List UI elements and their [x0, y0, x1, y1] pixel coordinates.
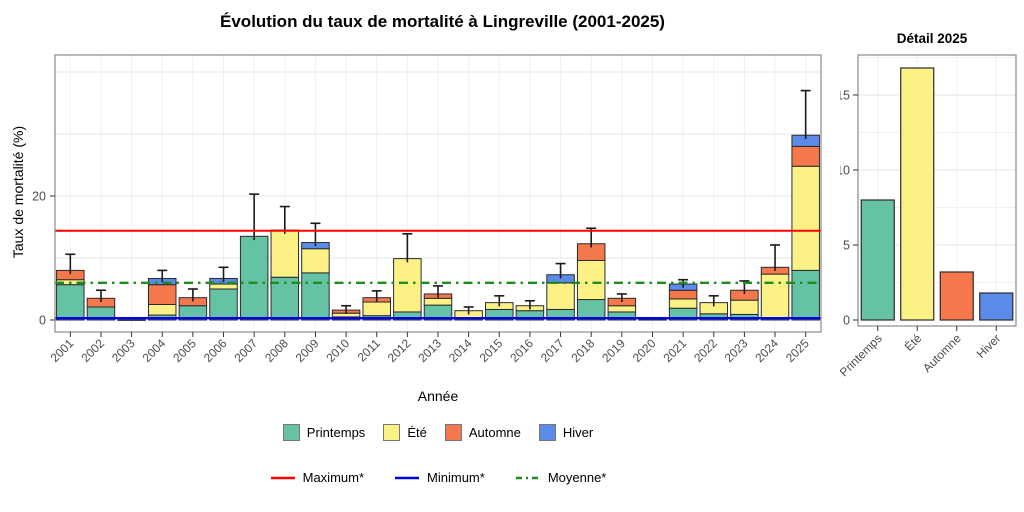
- legend-label: Minimum*: [427, 470, 485, 485]
- legend-swatch: [444, 424, 462, 441]
- detail-chart-title: Détail 2025: [896, 31, 968, 46]
- x-tick-label: 2017: [538, 336, 567, 365]
- legend-item-printemps: Printemps: [282, 424, 366, 441]
- x-tick-label: 2011: [355, 336, 383, 364]
- x-tick-label: Printemps: [840, 331, 885, 379]
- bar-segment-2017: [546, 282, 575, 310]
- detail-bar-Hiver: [979, 292, 1014, 321]
- bar-segment-2008: [270, 229, 300, 278]
- legend-item-hiver: Hiver: [538, 424, 594, 441]
- detail-bar-Printemps: [860, 199, 895, 321]
- x-tick-label: Été: [901, 330, 925, 354]
- bar-segment-2020: [638, 318, 667, 321]
- bar-segment-2008: [270, 276, 300, 321]
- chart-title: Évolution du taux de mortalité à Lingrev…: [220, 12, 665, 31]
- bar-segment-2003: [117, 319, 146, 321]
- bar-segment-2025: [791, 165, 820, 271]
- x-tick-label: 2025: [783, 336, 812, 365]
- y-tick-label: 20: [32, 190, 46, 204]
- x-tick-label: 2022: [691, 336, 720, 365]
- bar-segment-2018: [576, 259, 606, 301]
- bar-segment-2021: [668, 289, 698, 300]
- x-tick-label: 2005: [170, 336, 199, 365]
- x-tick-label: 2008: [262, 336, 291, 365]
- legend-line-sample: [395, 476, 420, 479]
- legend-item-moyenne: Moyenne*: [515, 470, 607, 485]
- y-tick-label: 0: [39, 314, 46, 328]
- x-tick-label: 2010: [323, 336, 352, 365]
- legend-swatch: [538, 424, 556, 441]
- x-tick-label: Hiver: [974, 331, 1004, 361]
- bar-segment-2013: [423, 297, 453, 306]
- bar-segment-2006: [209, 288, 238, 321]
- legend-line-sample: [270, 476, 295, 479]
- x-tick-label: 2021: [660, 336, 689, 365]
- bar-segment-2024: [760, 273, 790, 319]
- x-tick-label: 2002: [78, 336, 107, 365]
- bar-segment-2006: [209, 283, 238, 290]
- legend-label: Hiver: [562, 425, 594, 440]
- bar-segment-2001: [56, 284, 85, 321]
- bar-segment-2004: [147, 304, 177, 316]
- x-tick-label: 2023: [722, 336, 751, 365]
- bar-segment-2025: [791, 269, 820, 321]
- x-tick-label: 2015: [477, 336, 506, 365]
- bar-segment-2019: [607, 305, 637, 313]
- detail-bar-Été: [900, 67, 935, 321]
- x-tick-label: 2024: [752, 336, 781, 365]
- x-axis-title: Année: [417, 388, 459, 404]
- x-tick-label: 2003: [109, 336, 138, 365]
- legend-label: Été: [407, 425, 427, 440]
- y-tick-label: 0: [843, 314, 850, 328]
- legend-item-été: Été: [383, 424, 427, 441]
- bar-segment-2023: [730, 299, 759, 315]
- x-tick-label: 2013: [415, 336, 444, 365]
- legend-swatch: [383, 424, 401, 441]
- bar-segment-2011: [362, 301, 391, 317]
- x-tick-label: 2018: [569, 336, 598, 365]
- seasons-legend: Printemps Été Automne Hiver: [55, 424, 821, 441]
- y-tick-label: 5: [843, 239, 850, 253]
- x-tick-label: 2004: [140, 336, 169, 365]
- legend-item-maximum: Maximum*: [270, 470, 364, 485]
- panel-border: [857, 54, 1017, 327]
- bar-segment-2021: [668, 298, 698, 309]
- x-tick-label: Automne: [920, 331, 964, 375]
- x-tick-label: 2020: [630, 336, 659, 365]
- x-tick-label: 2014: [446, 336, 475, 365]
- bar-segment-2009: [301, 248, 330, 274]
- bar-segment-2025: [791, 145, 820, 167]
- bar-segment-2009: [301, 272, 330, 321]
- bar-segment-2018: [576, 299, 606, 321]
- legend-label: Automne: [468, 425, 521, 440]
- bar-segment-2012: [393, 258, 422, 313]
- x-tick-label: 2012: [385, 336, 414, 365]
- x-tick-label: 2019: [599, 336, 628, 365]
- legend-swatch: [282, 424, 300, 441]
- x-tick-label: 2006: [201, 336, 230, 365]
- x-tick-label: 2016: [507, 336, 536, 365]
- detail-bar-Automne: [939, 271, 974, 321]
- x-tick-label: 2001: [48, 336, 77, 365]
- legend-line-sample: [515, 476, 540, 479]
- legend-label: Maximum*: [302, 470, 365, 485]
- bar-segment-2007: [239, 235, 269, 321]
- lines-legend: Maximum* Minimum* Moyenne*: [55, 470, 821, 485]
- y-tick-label: 10: [840, 164, 850, 178]
- x-tick-label: 2007: [231, 336, 260, 365]
- legend-item-automne: Automne: [444, 424, 521, 441]
- y-tick-label: 15: [840, 89, 850, 103]
- x-tick-label: 2009: [293, 336, 322, 365]
- bar-segment-2004: [147, 284, 177, 306]
- legend-label: Moyenne*: [547, 470, 607, 485]
- legend-item-minimum: Minimum*: [394, 470, 485, 485]
- legend-label: Printemps: [306, 425, 366, 440]
